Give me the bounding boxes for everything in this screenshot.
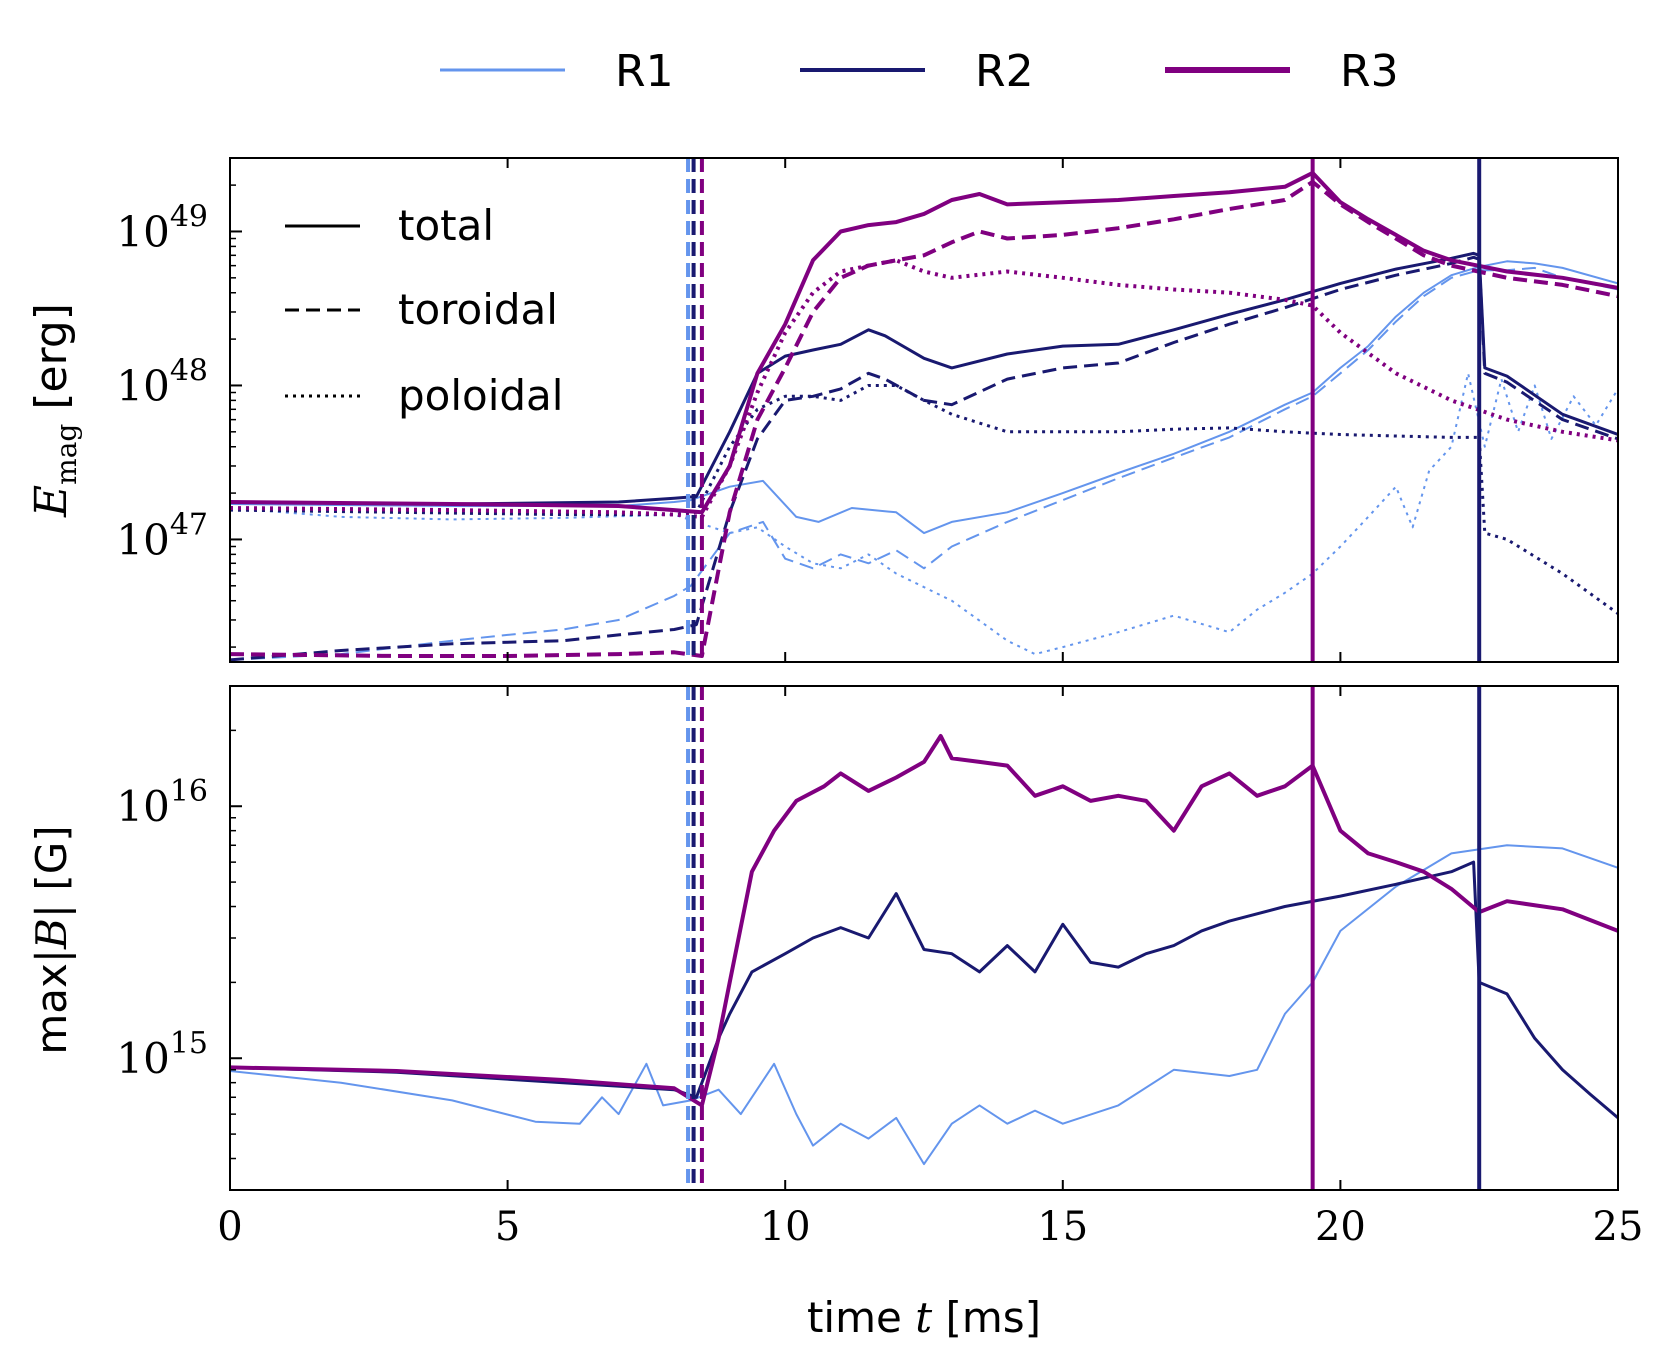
- top-ytick-label: 1048: [116, 353, 208, 410]
- top-series-r3-poloidal: [230, 258, 1618, 519]
- bottom-panel-lines: [230, 734, 1618, 1166]
- legend-label-r2: R2: [975, 46, 1034, 97]
- component-legend-label-toroidal: toroidal: [398, 285, 558, 334]
- top-panel-merger-markers: [686, 158, 1482, 662]
- x-tick-label: 25: [1593, 1204, 1644, 1250]
- bottom-series-r1: [230, 844, 1618, 1166]
- bottom-panel-merger-markers: [686, 686, 1482, 1190]
- bottom-ytick-label: 1016: [116, 774, 208, 831]
- top-series-r1-total: [230, 260, 1618, 535]
- component-legend-label-total: total: [398, 201, 494, 250]
- x-tick-label: 10: [760, 1204, 811, 1250]
- x-tick-label: 5: [495, 1204, 520, 1250]
- top-panel-energy: 1047 1048 1049 total toroidal poloidal Emag …: [26, 157, 1619, 663]
- x-tick-label: 20: [1315, 1204, 1366, 1250]
- component-legend-label-poloidal: poloidal: [398, 371, 563, 420]
- bottom-series-r3: [230, 734, 1618, 1108]
- top-series-r1-toroidal: [230, 266, 1618, 661]
- x-tick-label: 15: [1037, 1204, 1088, 1250]
- top-panel-ylabel: Emag [erg]: [26, 303, 83, 518]
- bottom-ytick-label: 1015: [116, 1026, 208, 1083]
- legend-label-r3: R3: [1340, 46, 1399, 97]
- x-tick-label: 0: [217, 1204, 242, 1250]
- top-series-r2-poloidal: [230, 384, 1618, 615]
- top-panel-ticks: 1047 1048 1049: [116, 157, 1619, 662]
- bottom-panel-ylabel: max|B| [G]: [27, 825, 76, 1054]
- bottom-series-r2: [230, 860, 1618, 1120]
- component-legend: total toroidal poloidal: [285, 201, 563, 420]
- x-axis-label: time t [ms]: [807, 1293, 1041, 1342]
- top-series-r2-total: [230, 251, 1618, 506]
- run-legend: R1 R2 R3: [440, 46, 1399, 97]
- top-series-r2-toroidal: [230, 255, 1618, 662]
- top-panel-lines: [230, 170, 1618, 662]
- top-ytick-label: 1049: [116, 199, 208, 256]
- top-series-r3-toroidal: [230, 179, 1618, 658]
- legend-label-r1: R1: [615, 46, 674, 97]
- top-ytick-label: 1047: [116, 507, 208, 564]
